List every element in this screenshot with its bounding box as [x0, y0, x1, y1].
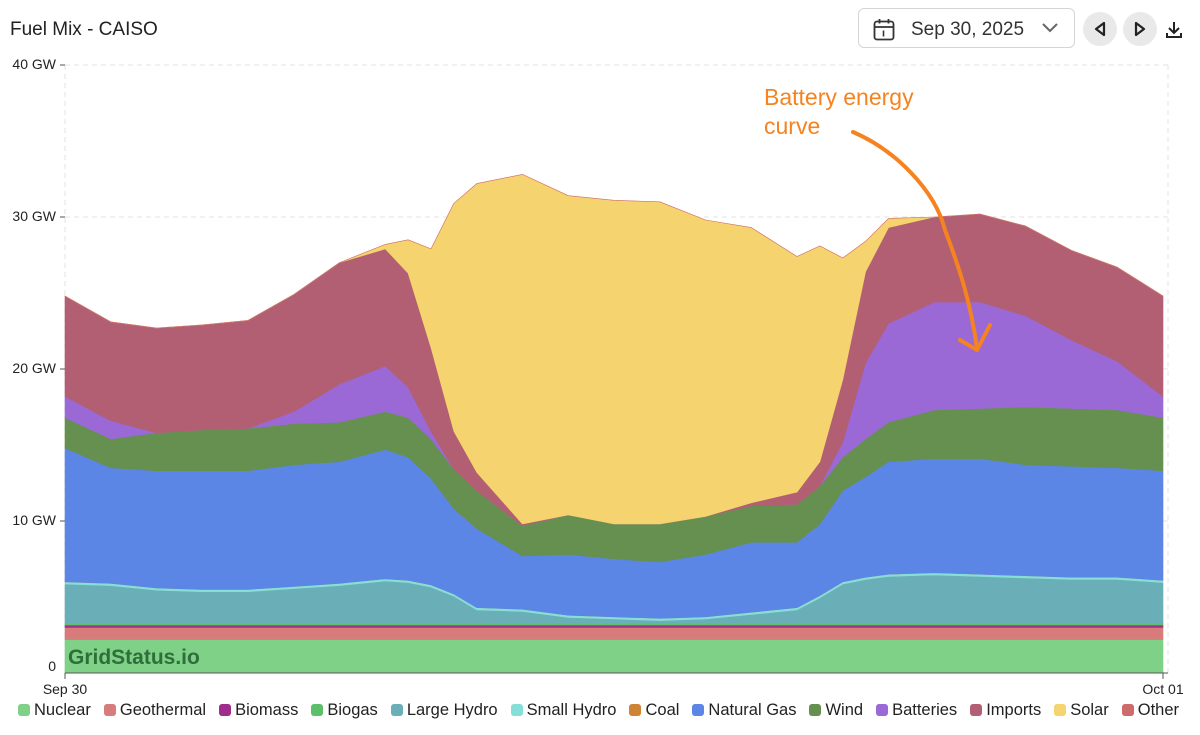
legend-item-biogas[interactable]: Biogas	[311, 701, 378, 720]
stacked-areas	[64, 174, 1164, 674]
legend: Nuclear Geothermal Biomass Biogas Large Hydr…	[18, 701, 1192, 721]
legend-item-other[interactable]: Other	[1121, 701, 1180, 720]
legend-label: Solar	[1070, 701, 1109, 719]
legend-item-small-hydro[interactable]: Small Hydro	[510, 701, 617, 720]
legend-label: Large Hydro	[406, 701, 498, 719]
legend-label: Coal	[645, 701, 680, 719]
caret-left-icon	[1094, 21, 1106, 37]
y-tick-label: 10 GW	[12, 512, 56, 528]
legend-item-biomass[interactable]: Biomass	[219, 701, 298, 720]
y-tick-label: 20 GW	[12, 360, 56, 376]
annotation: Battery energy curve	[764, 84, 992, 352]
legend-label: Natural Gas	[708, 701, 797, 719]
legend-swatch	[970, 704, 983, 716]
y-tick-label: 30 GW	[12, 208, 56, 224]
legend-swatch	[876, 704, 889, 716]
page-title: Fuel Mix - CAISO	[10, 19, 158, 40]
annotation-arrowhead	[958, 323, 992, 352]
area-nuclear[interactable]	[64, 639, 1164, 674]
legend-swatch	[510, 704, 523, 716]
previous-day-button[interactable]	[1083, 12, 1117, 46]
legend-swatch	[692, 704, 705, 716]
legend-item-large-hydro[interactable]: Large Hydro	[390, 701, 498, 720]
x-tick-label: Sep 30	[43, 681, 88, 697]
download-button[interactable]	[1165, 20, 1183, 45]
legend-swatch	[18, 704, 30, 716]
legend-label: Biogas	[327, 701, 378, 719]
legend-swatch	[219, 704, 232, 716]
caret-right-icon	[1134, 21, 1146, 37]
legend-swatch	[629, 704, 642, 716]
legend-swatch	[311, 704, 324, 716]
legend-item-coal[interactable]: Coal	[629, 701, 679, 720]
annotation-text-line1: Battery energy	[764, 84, 914, 110]
x-tick-label: Oct 01	[1142, 681, 1183, 697]
legend-label: Other	[1137, 701, 1180, 719]
legend-label: Biomass	[235, 701, 299, 719]
legend-item-natural-gas[interactable]: Natural Gas	[692, 701, 796, 720]
legend-item-solar[interactable]: Solar	[1054, 701, 1109, 720]
legend-label: Imports	[986, 701, 1042, 719]
legend-swatch	[103, 704, 116, 716]
date-label: Sep 30, 2025	[911, 19, 1025, 40]
fuel-mix-chart: 0 10 GW 20 GW 30 GW 40 GW Sep 30 Oct 01 GridSt…	[12, 56, 1183, 697]
calendar-icon	[873, 18, 895, 47]
annotation-arrow	[851, 130, 979, 350]
area-other[interactable]	[64, 174, 1164, 329]
area-geothermal[interactable]	[64, 627, 1164, 640]
legend-swatch	[1054, 704, 1067, 716]
date-picker[interactable]: Sep 30, 2025	[858, 8, 1075, 48]
chevron-down-icon	[1041, 21, 1059, 39]
next-day-button[interactable]	[1123, 12, 1157, 46]
legend-label: Small Hydro	[526, 701, 617, 719]
legend-item-wind[interactable]: Wind	[809, 701, 863, 720]
watermark: GridStatus.io	[68, 646, 200, 669]
legend-label: Wind	[825, 701, 864, 719]
download-icon	[1166, 22, 1182, 38]
legend-label: Nuclear	[34, 701, 91, 719]
legend-item-batteries[interactable]: Batteries	[876, 701, 957, 720]
legend-label: Geothermal	[119, 701, 207, 719]
area-biomass[interactable]	[64, 624, 1164, 628]
legend-label: Batteries	[892, 701, 958, 719]
y-tick-label: 0	[48, 658, 56, 674]
legend-swatch	[809, 704, 822, 716]
annotation-text-line2: curve	[764, 113, 820, 139]
legend-item-nuclear[interactable]: Nuclear	[18, 701, 91, 720]
axes: 0 10 GW 20 GW 30 GW 40 GW Sep 30 Oct 01	[12, 56, 1183, 697]
legend-swatch	[1121, 704, 1134, 716]
legend-item-imports[interactable]: Imports	[970, 701, 1041, 720]
legend-swatch	[390, 704, 403, 716]
legend-item-geothermal[interactable]: Geothermal	[103, 701, 207, 720]
y-tick-label: 40 GW	[12, 56, 56, 72]
